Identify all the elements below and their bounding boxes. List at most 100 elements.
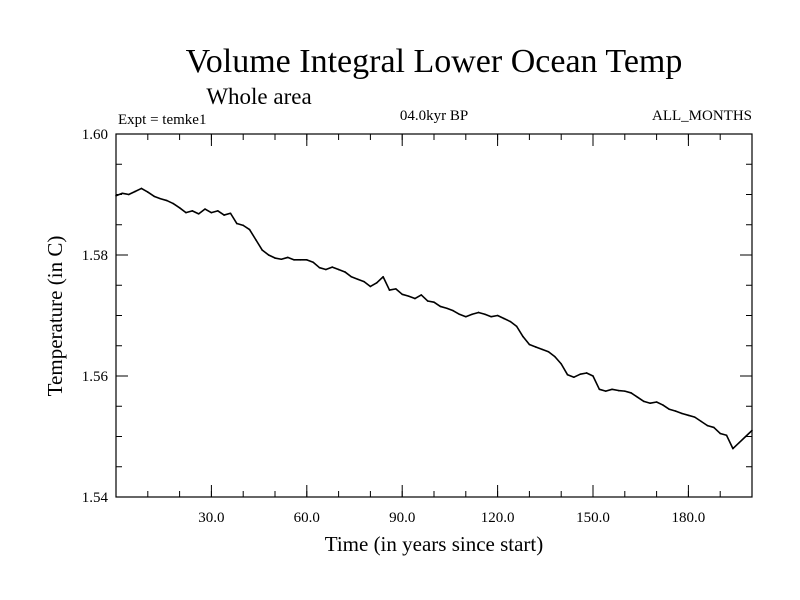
experiment-label: Expt = temke1 — [118, 112, 206, 128]
tick-labels: 30.0 60.0 90.0 120.0 150.0 180.0 1.54 1.56 1.58 1… — [82, 127, 706, 526]
data-point — [210, 211, 213, 214]
data-point — [693, 416, 696, 418]
y-tick-label: 1.56 — [82, 369, 109, 385]
data-point — [121, 192, 124, 195]
data-point — [299, 259, 302, 261]
data-point — [630, 392, 632, 394]
data-point — [172, 202, 175, 205]
data-point — [306, 259, 308, 261]
data-point — [725, 434, 728, 437]
x-tick-label: 30.0 — [198, 510, 224, 526]
data-point — [579, 373, 582, 375]
data-point — [191, 210, 194, 212]
data-point — [452, 309, 454, 312]
data-point — [522, 335, 524, 338]
data-point — [178, 207, 181, 209]
data-point — [420, 294, 423, 296]
x-tick-label: 150.0 — [576, 510, 610, 526]
data-point — [458, 313, 461, 316]
data-point — [185, 211, 187, 214]
data-point — [445, 307, 448, 310]
data-point — [293, 259, 295, 261]
data-point — [369, 285, 372, 288]
data-point — [216, 210, 219, 212]
data-point — [700, 420, 702, 423]
data-point — [153, 195, 155, 198]
plot-frame — [115, 133, 753, 498]
x-tick-label: 180.0 — [672, 510, 706, 526]
data-point — [681, 412, 683, 415]
data-point — [496, 314, 499, 317]
months-label: ALL_MONTHS — [652, 108, 752, 124]
data-point — [674, 410, 677, 412]
data-point — [407, 295, 410, 297]
data-point — [592, 375, 594, 377]
data-point — [318, 266, 321, 269]
data-point — [382, 275, 384, 278]
data-point — [490, 315, 493, 318]
data-point — [554, 355, 556, 358]
data-point — [166, 199, 168, 202]
data-point — [636, 396, 639, 398]
data-point — [541, 348, 543, 351]
data-point — [649, 402, 652, 405]
data-point — [350, 275, 353, 278]
x-axis-label: Time (in years since start) — [325, 532, 544, 556]
data-point — [147, 191, 149, 193]
data-point — [426, 300, 429, 302]
data-point — [242, 224, 244, 227]
data-point — [534, 346, 537, 348]
data-point — [547, 351, 550, 353]
data-point — [706, 424, 709, 427]
data-point — [668, 408, 671, 411]
x-tick-label: 90.0 — [389, 510, 415, 526]
data-point — [312, 261, 314, 264]
data-point — [484, 313, 486, 316]
data-point — [356, 278, 359, 281]
data-point — [713, 426, 715, 429]
data-point — [624, 390, 626, 392]
axis-ticks — [116, 133, 752, 498]
data-point — [617, 389, 620, 392]
data-point — [719, 432, 721, 435]
period-label: 04.0kyr BP — [400, 108, 468, 124]
data-point — [643, 400, 645, 403]
y-tick-label: 1.54 — [82, 490, 109, 506]
data-point — [236, 222, 238, 225]
y-tick-label: 1.58 — [82, 248, 108, 264]
data-point — [375, 282, 378, 284]
data-point — [363, 280, 365, 283]
data-point — [414, 297, 416, 300]
data-point — [325, 268, 327, 271]
data-point — [662, 404, 664, 406]
data-point — [344, 271, 346, 273]
data-point — [140, 187, 143, 190]
data-point — [738, 441, 741, 444]
data-point — [433, 301, 435, 303]
data-point — [477, 311, 480, 314]
data-point — [687, 414, 690, 417]
data-point — [223, 214, 225, 216]
data-point — [655, 401, 658, 403]
data-point — [471, 313, 473, 316]
data-point — [611, 388, 613, 391]
data-point — [566, 373, 569, 376]
data-point — [732, 447, 734, 450]
data-point — [585, 372, 588, 374]
chart-subtitle: Whole area — [206, 84, 311, 109]
x-tick-label: 120.0 — [481, 510, 515, 526]
data-point — [515, 325, 518, 328]
x-tick-label: 60.0 — [294, 510, 320, 526]
data-point — [465, 315, 467, 318]
data-point — [337, 268, 340, 271]
data-point — [274, 257, 276, 259]
data-point — [159, 197, 162, 200]
chart-title: Volume Integral Lower Ocean Temp — [186, 43, 683, 80]
data-point — [573, 376, 575, 379]
data-point — [395, 288, 397, 290]
data-point — [528, 343, 531, 346]
data-point — [598, 388, 601, 391]
data-point — [280, 258, 283, 261]
